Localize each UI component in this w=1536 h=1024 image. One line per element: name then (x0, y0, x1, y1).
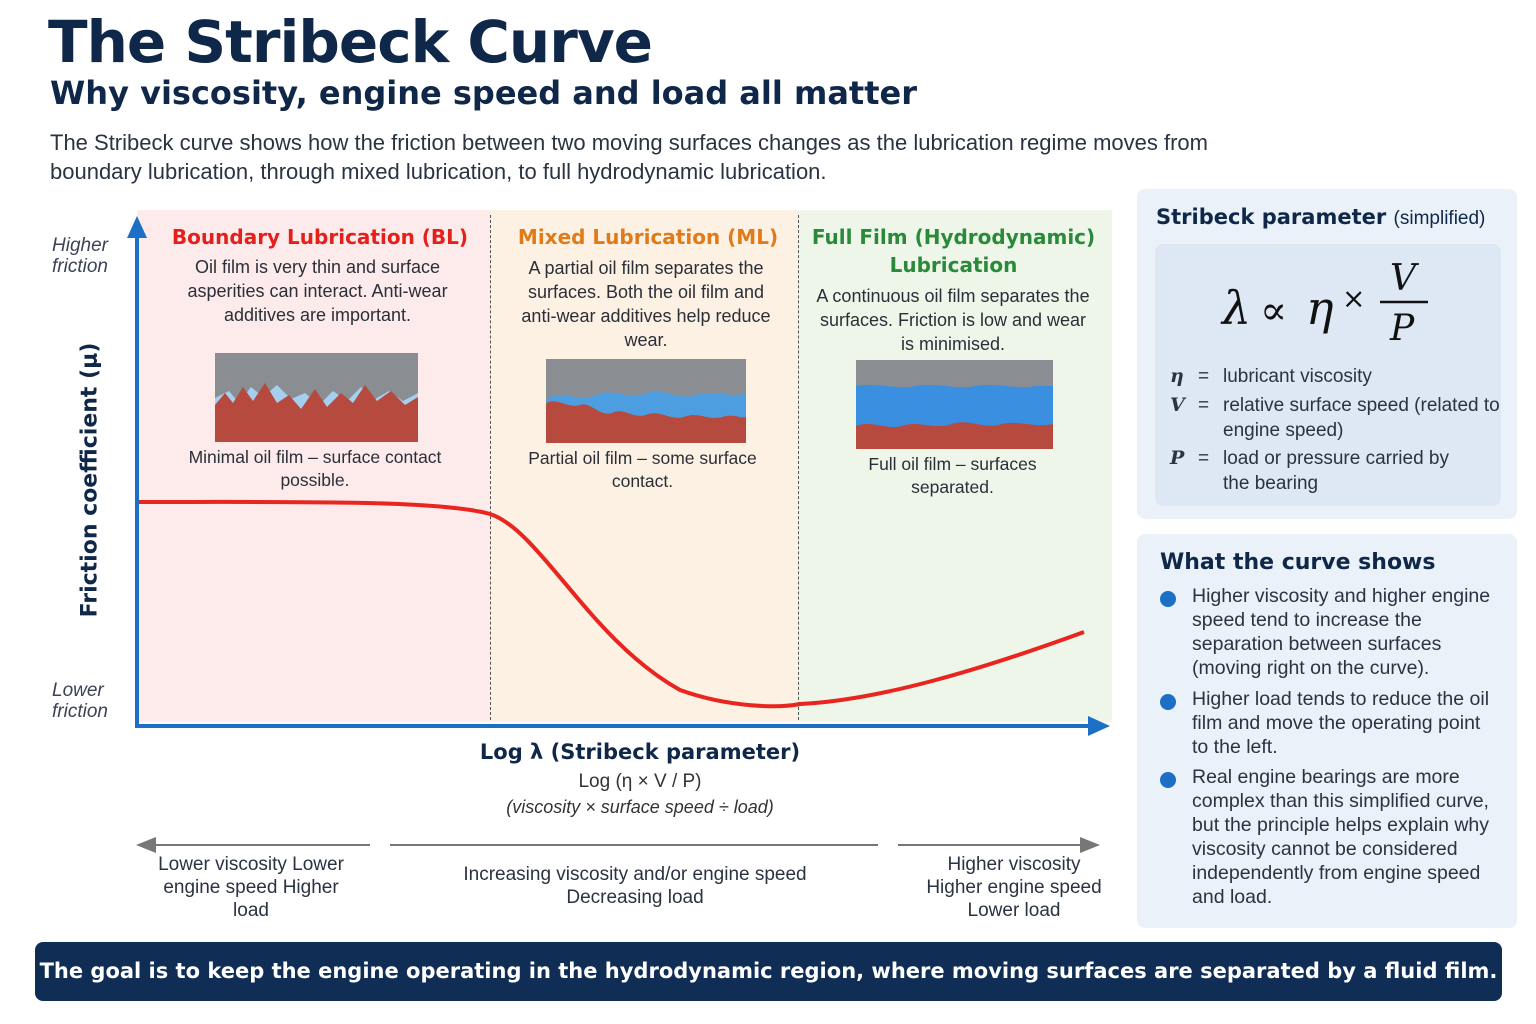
mixed-region (490, 210, 798, 722)
goal-banner: The goal is to keep the engine operating… (35, 942, 1502, 1001)
p-symbol: P (1170, 447, 1185, 469)
stribeck-formula: λ ∝ η × V P (1220, 258, 1428, 349)
svg-text:λ: λ (1220, 281, 1251, 335)
full-film-region (798, 210, 1112, 722)
boundary-region (137, 210, 490, 722)
y-low-label: Lower friction (52, 680, 108, 722)
bl-ml-divider (490, 215, 491, 720)
boundary-title: Boundary Lubrication (BL) (171, 225, 469, 249)
x-axis-arrow (1088, 716, 1110, 736)
y-axis-title: Friction coefficient (μ) (77, 342, 103, 618)
p-equals: = (1198, 448, 1210, 469)
formula-box (1155, 244, 1501, 506)
eta-definition: lubricant viscosity (1223, 366, 1372, 387)
y-axis-arrow (127, 216, 147, 238)
mixed-caption: Partial oil film – some surface contact. (528, 448, 757, 491)
variable-p-row: P = load or pressure carried by the bear… (1170, 446, 1490, 496)
bullet-dot-icon (1160, 772, 1176, 788)
curve-bullet-2: Higher load tends to reduce the oil film… (1160, 687, 1500, 759)
page-subtitle: Why viscosity, engine speed and load all… (50, 74, 917, 112)
curve-bullet-1-text: Higher viscosity and higher engine speed… (1192, 585, 1491, 679)
x-axis-formula: Log (η × V / P) (578, 771, 702, 792)
curve-panel-title: What the curve shows (1160, 550, 1436, 575)
ml-ff-divider (798, 215, 799, 720)
svg-text:V: V (1390, 258, 1420, 299)
v-symbol: V (1170, 394, 1185, 416)
full-film-illustration (856, 360, 1053, 449)
eta-equals: = (1198, 366, 1210, 387)
curve-bullet-3: Real engine bearings are more complex th… (1160, 765, 1500, 915)
mixed-desc: A partial oil film separates the surface… (521, 258, 771, 350)
stribeck-panel-title-note: (simplified) (1393, 208, 1486, 229)
stribeck-panel-title: Stribeck parameter (simplified) (1156, 205, 1485, 230)
eta-symbol: η (1170, 365, 1184, 387)
variable-v-row: V = relative surface speed (related to e… (1170, 393, 1500, 443)
variable-eta-row: η = lubricant viscosity (1170, 364, 1490, 389)
curve-bullet-3-text: Real engine bearings are more complex th… (1192, 766, 1490, 908)
v-definition: relative surface speed (related to engin… (1223, 395, 1500, 441)
svg-text:∝: ∝ (1260, 288, 1287, 334)
intro-paragraph: The Stribeck curve shows how the frictio… (50, 130, 1208, 184)
direction-middle-text: Increasing viscosity and/or engine speed… (463, 864, 807, 908)
direction-right-text: Higher viscosity Higher engine speed Low… (926, 854, 1102, 921)
mixed-film-illustration (546, 359, 746, 443)
page-title: The Stribeck Curve (48, 8, 653, 76)
curve-explanation-panel (1137, 534, 1517, 928)
full-film-title: Full Film (Hydrodynamic) Lubrication (811, 225, 1096, 277)
svg-text:×: × (1342, 282, 1365, 315)
stribeck-curve (138, 499, 1085, 709)
full-film-caption: Full oil film – surfaces separated. (868, 454, 1037, 497)
boundary-caption: Minimal oil film – surface contact possi… (188, 447, 442, 490)
p-definition: load or pressure carried by the bearing (1223, 448, 1449, 494)
left-arrow-head (136, 837, 156, 853)
curve-bullet-2-text: Higher load tends to reduce the oil film… (1192, 688, 1490, 758)
v-equals: = (1198, 395, 1210, 416)
boundary-desc: Oil film is very thin and surface asperi… (187, 257, 448, 325)
curve-bullet-1: Higher viscosity and higher engine speed… (1160, 584, 1500, 680)
svg-text:η: η (1306, 281, 1334, 335)
right-arrow-head (1080, 837, 1100, 853)
svg-text:P: P (1389, 308, 1415, 349)
y-high-label: Higher friction (52, 235, 108, 277)
x-axis-explanation: (viscosity × surface speed ÷ load) (506, 797, 774, 817)
direction-left-text: Lower viscosity Lower engine speed Highe… (158, 854, 344, 921)
mixed-title: Mixed Lubrication (ML) (517, 225, 779, 249)
bullet-dot-icon (1160, 694, 1176, 710)
bullet-dot-icon (1160, 591, 1176, 607)
boundary-film-illustration (215, 353, 418, 442)
full-film-desc: A continuous oil film separates the surf… (816, 286, 1090, 354)
x-axis-title: Log λ (Stribeck parameter) (479, 740, 801, 764)
stribeck-panel-title-text: Stribeck parameter (1156, 205, 1387, 229)
